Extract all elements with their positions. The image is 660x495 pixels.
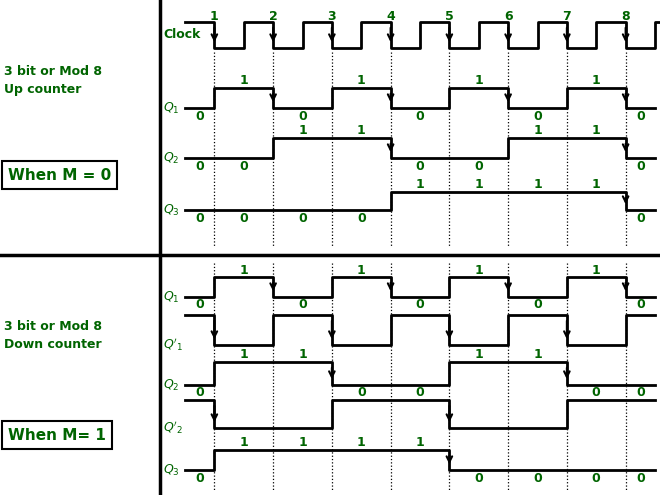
Text: $Q_1$: $Q_1$ <box>163 290 180 304</box>
Text: 0: 0 <box>416 298 424 311</box>
Text: 0: 0 <box>416 109 424 122</box>
Text: 0: 0 <box>195 472 204 485</box>
Text: 1: 1 <box>416 437 424 449</box>
Text: 1: 1 <box>298 437 307 449</box>
Text: 0: 0 <box>195 159 204 172</box>
Text: 2: 2 <box>269 10 277 23</box>
Text: 0: 0 <box>475 159 483 172</box>
Text: 1: 1 <box>592 75 601 88</box>
Text: 0: 0 <box>195 387 204 399</box>
Text: 7: 7 <box>562 10 572 23</box>
Text: 8: 8 <box>621 10 630 23</box>
Text: 1: 1 <box>240 348 248 361</box>
Text: $Q_1$: $Q_1$ <box>163 100 180 115</box>
Text: 0: 0 <box>298 298 307 311</box>
Text: 0: 0 <box>592 472 601 485</box>
Text: When M = 0: When M = 0 <box>8 167 112 183</box>
Text: $Q_3$: $Q_3$ <box>163 202 180 217</box>
Text: 0: 0 <box>592 387 601 399</box>
Text: 1: 1 <box>592 125 601 138</box>
Text: When M= 1: When M= 1 <box>8 428 106 443</box>
Text: 1: 1 <box>298 125 307 138</box>
Text: 1: 1 <box>592 179 601 192</box>
Text: 0: 0 <box>636 298 645 311</box>
Text: 0: 0 <box>533 109 542 122</box>
Text: 0: 0 <box>240 159 248 172</box>
Text: 0: 0 <box>636 109 645 122</box>
Text: 4: 4 <box>386 10 395 23</box>
Text: $Q_2$: $Q_2$ <box>163 150 180 165</box>
Text: 0: 0 <box>416 387 424 399</box>
Text: 1: 1 <box>240 437 248 449</box>
Text: 0: 0 <box>298 211 307 225</box>
Text: 1: 1 <box>475 179 483 192</box>
Text: 0: 0 <box>195 109 204 122</box>
Text: 1: 1 <box>357 75 366 88</box>
Text: 1: 1 <box>533 179 542 192</box>
Text: 1: 1 <box>240 75 248 88</box>
Text: 1: 1 <box>298 348 307 361</box>
Text: 3: 3 <box>327 10 336 23</box>
Text: 0: 0 <box>240 211 248 225</box>
Text: $Q'_1$: $Q'_1$ <box>163 337 183 353</box>
Text: $Q_2$: $Q_2$ <box>163 378 180 393</box>
Text: 1: 1 <box>475 348 483 361</box>
Text: 1: 1 <box>475 75 483 88</box>
Text: 0: 0 <box>298 109 307 122</box>
Text: 1: 1 <box>357 437 366 449</box>
Text: 0: 0 <box>636 159 645 172</box>
Text: 1: 1 <box>475 263 483 277</box>
Text: 3 bit or Mod 8
Up counter: 3 bit or Mod 8 Up counter <box>4 65 102 96</box>
Text: 0: 0 <box>636 387 645 399</box>
Text: 0: 0 <box>357 387 366 399</box>
Text: 0: 0 <box>636 472 645 485</box>
Text: 0: 0 <box>533 472 542 485</box>
Text: 1: 1 <box>210 10 218 23</box>
Text: 1: 1 <box>592 263 601 277</box>
Text: 0: 0 <box>416 159 424 172</box>
Text: 0: 0 <box>195 211 204 225</box>
Text: 1: 1 <box>416 179 424 192</box>
Text: 0: 0 <box>475 472 483 485</box>
Text: 1: 1 <box>240 263 248 277</box>
Text: Clock: Clock <box>163 29 201 42</box>
Text: 1: 1 <box>533 125 542 138</box>
Text: 0: 0 <box>357 211 366 225</box>
Text: $Q'_2$: $Q'_2$ <box>163 420 183 436</box>
Text: 1: 1 <box>533 348 542 361</box>
Text: 0: 0 <box>636 211 645 225</box>
Text: 5: 5 <box>445 10 454 23</box>
Text: 0: 0 <box>533 298 542 311</box>
Text: 1: 1 <box>357 125 366 138</box>
Text: 0: 0 <box>195 298 204 311</box>
Text: $Q_3$: $Q_3$ <box>163 462 180 478</box>
Text: 1: 1 <box>357 263 366 277</box>
Text: 3 bit or Mod 8
Down counter: 3 bit or Mod 8 Down counter <box>4 320 102 351</box>
Text: 6: 6 <box>504 10 512 23</box>
